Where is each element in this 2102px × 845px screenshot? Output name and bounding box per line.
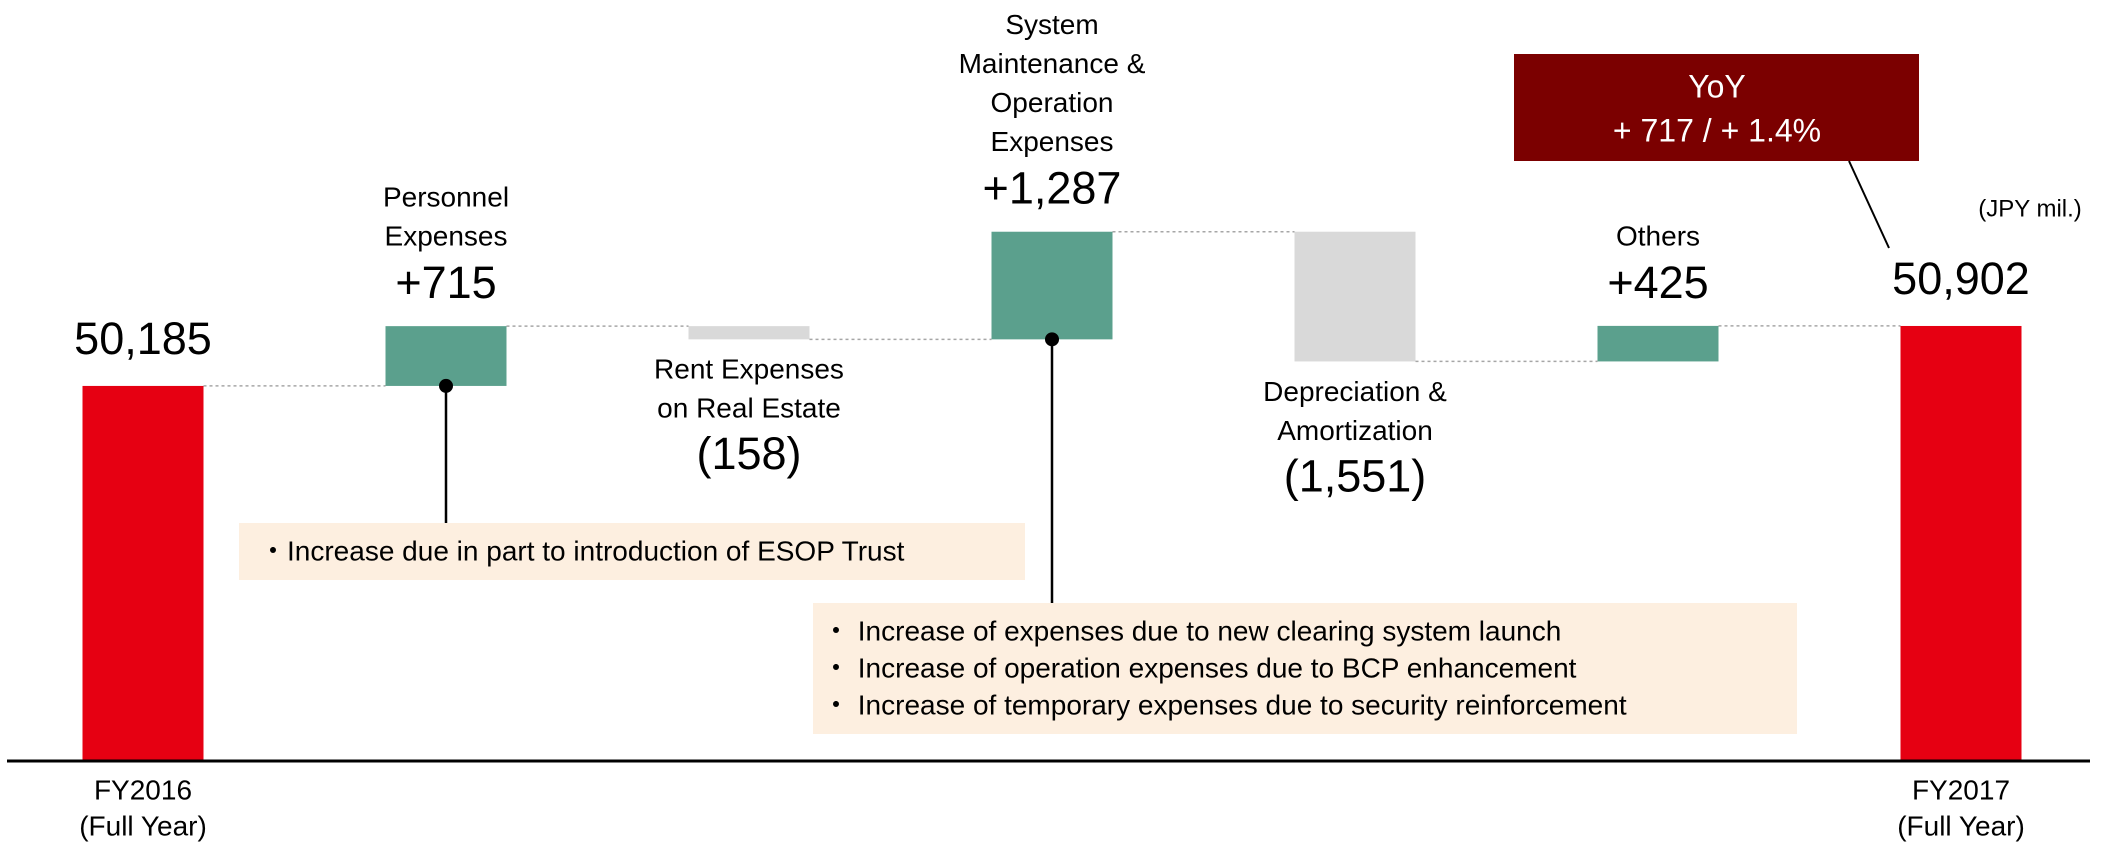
category-label: Expenses (385, 221, 508, 252)
yoy-box (1514, 54, 1919, 161)
annotation-text: ・ Increase of operation expenses due to … (822, 652, 1577, 683)
category-label: Operation (991, 87, 1114, 118)
category-label: Personnel (383, 182, 509, 213)
value-label: +425 (1607, 257, 1708, 308)
value-label: 50,185 (74, 313, 212, 364)
value-label: +715 (395, 257, 496, 308)
unit-label: (JPY mil.) (1978, 195, 2082, 222)
value-label: (158) (696, 428, 801, 479)
category-label: Depreciation & (1263, 376, 1447, 407)
category-label: (Full Year) (79, 810, 207, 841)
bar (1294, 231, 1416, 362)
annotation-text: ・ Increase of temporary expenses due to … (822, 689, 1627, 720)
value-label: +1,287 (983, 163, 1122, 214)
bar (688, 326, 810, 340)
value-label: 50,902 (1892, 253, 2030, 304)
bar (991, 231, 1113, 340)
bar (82, 385, 204, 761)
category-label: Amortization (1277, 415, 1433, 446)
annotation-dot (439, 378, 453, 393)
annotation-box (813, 603, 1797, 734)
category-label: FY2017 (1912, 774, 2010, 805)
category-label: Others (1616, 220, 1700, 251)
annotation-box (239, 523, 1025, 580)
category-label: (Full Year) (1897, 810, 2025, 841)
bar (385, 326, 507, 386)
annotation-text: ・Increase due in part to introduction of… (259, 535, 905, 566)
yoy-title: YoY (1688, 68, 1746, 104)
value-label: (1,551) (1284, 450, 1427, 501)
annotation-text: ・ Increase of expenses due to new cleari… (822, 615, 1561, 646)
bar (1900, 325, 2022, 761)
category-label: FY2016 (94, 774, 192, 805)
category-label: on Real Estate (657, 393, 841, 424)
yoy-pointer (1848, 160, 1890, 249)
category-label: Maintenance & (959, 48, 1146, 79)
category-label: Expenses (991, 126, 1114, 157)
category-label: System (1005, 9, 1098, 40)
yoy-text: + 717 / + 1.4% (1613, 112, 1821, 148)
bar (1597, 325, 1719, 362)
annotation-dot (1045, 332, 1059, 347)
category-label: Rent Expenses (654, 354, 844, 385)
